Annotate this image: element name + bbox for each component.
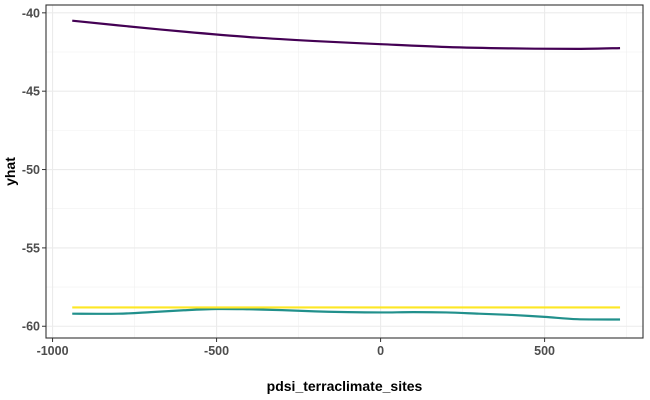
grid-major	[46, 5, 643, 338]
grid-minor	[46, 5, 643, 338]
panel-border	[45, 4, 644, 339]
x-tick-label: -1000	[37, 344, 69, 358]
y-tick-label: -55	[22, 241, 40, 255]
series-line-1	[72, 19, 621, 50]
x-tick-label: 500	[534, 344, 555, 358]
y-tick-label: -40	[22, 6, 40, 20]
y-tick-label: -50	[22, 163, 40, 177]
y-axis-title: yhat	[2, 157, 18, 186]
y-tick-label: -60	[22, 320, 40, 334]
y-axis: -40 -45 -50 -55 -60	[22, 6, 46, 334]
y-tick-label: -45	[22, 85, 40, 99]
series-layer	[72, 19, 621, 321]
x-tick-label: -500	[204, 344, 229, 358]
series-line-2	[72, 307, 621, 321]
x-tick-label: 0	[377, 344, 384, 358]
x-axis-title: pdsi_terraclimate_sites	[267, 378, 423, 394]
x-axis: -1000 -500 0 500	[37, 338, 555, 358]
